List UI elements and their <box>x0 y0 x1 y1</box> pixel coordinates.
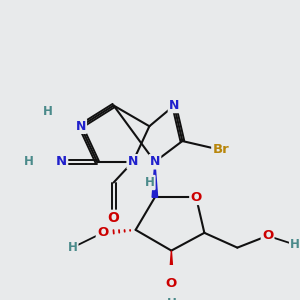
Polygon shape <box>169 250 174 283</box>
Text: O: O <box>97 226 108 239</box>
Polygon shape <box>152 162 158 197</box>
Text: N: N <box>128 155 138 168</box>
Text: O: O <box>166 277 177 290</box>
Text: O: O <box>108 211 120 225</box>
Text: H: H <box>68 241 77 254</box>
Text: H: H <box>43 105 52 118</box>
Text: N: N <box>76 120 86 133</box>
Text: N: N <box>169 99 179 112</box>
Text: H: H <box>290 238 300 251</box>
Text: H: H <box>144 176 154 189</box>
Text: N: N <box>56 155 67 168</box>
Text: H: H <box>167 297 176 300</box>
Text: N: N <box>150 155 160 168</box>
Text: H: H <box>23 155 33 168</box>
Text: Br: Br <box>212 143 229 156</box>
Text: O: O <box>262 229 273 242</box>
Text: H: H <box>144 176 154 189</box>
Text: H: H <box>43 105 52 118</box>
Text: O: O <box>190 191 202 204</box>
